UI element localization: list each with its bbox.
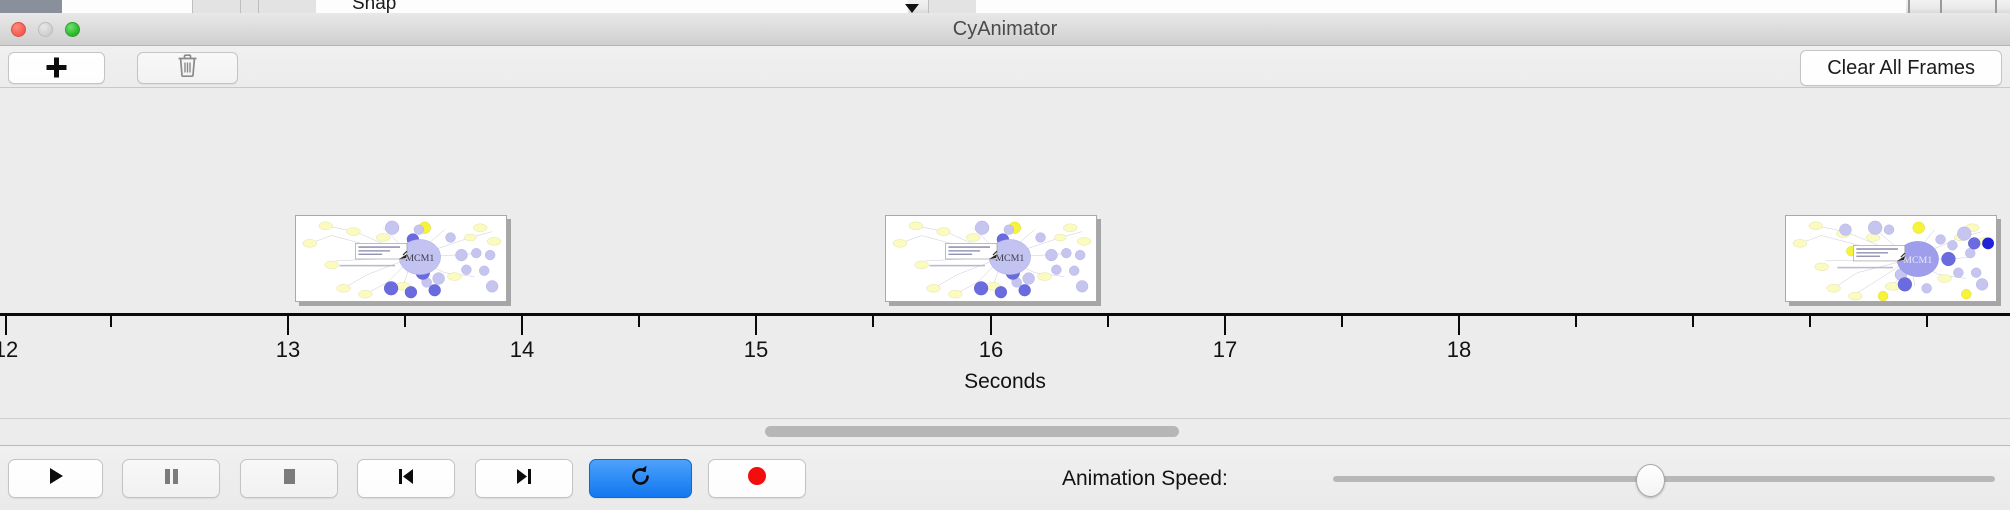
axis-label-16: 16 — [978, 337, 1004, 362]
play-icon — [45, 465, 67, 492]
axis-label-12: 12 — [0, 337, 19, 362]
axis-tick-14 — [521, 316, 523, 335]
axis-tick-18 — [1458, 316, 1460, 335]
axis-minor-tick-16-5 — [1107, 316, 1109, 327]
horizontal-scrollbar[interactable] — [0, 418, 2010, 445]
delete-frame-button[interactable] — [137, 52, 238, 84]
background-cursor-icon — [905, 4, 919, 13]
frame-thumbnail-2[interactable]: MCM1 — [885, 215, 1097, 302]
window-controls — [11, 22, 80, 37]
axis-minor-tick-18-5 — [1575, 316, 1577, 327]
axis-minor-tick-20 — [1926, 316, 1928, 327]
playback-control-bar: Animation Speed: — [0, 445, 2010, 510]
slider-thumb[interactable] — [1636, 464, 1665, 497]
zoom-button[interactable] — [65, 22, 80, 37]
axis-tick-15 — [755, 316, 757, 335]
clear-all-frames-button[interactable]: Clear All Frames — [1800, 50, 2002, 86]
axis-minor-tick-12-5 — [110, 316, 112, 327]
background-divider-a — [1908, 0, 1910, 13]
background-panel-a — [62, 0, 192, 13]
animation-speed-slider[interactable] — [1333, 464, 1995, 497]
background-panel-d — [258, 0, 318, 13]
background-divider-c — [1995, 0, 1997, 13]
timeline-axis — [0, 313, 2010, 316]
stop-button[interactable] — [240, 459, 338, 498]
svg-text:MCM1: MCM1 — [995, 253, 1024, 264]
frame-toolbar: Clear All Frames — [0, 46, 2010, 88]
background-window-strip: Shape — [0, 0, 2010, 13]
background-panel-h — [976, 0, 1906, 13]
svg-text:MCM1: MCM1 — [1903, 255, 1932, 266]
record-icon — [746, 465, 768, 492]
horizontal-scrollbar-thumb[interactable] — [765, 426, 1179, 437]
axis-minor-tick-15-5 — [872, 316, 874, 327]
axis-minor-tick-17-5 — [1341, 316, 1343, 327]
stop-icon — [278, 465, 300, 492]
axis-label-14: 14 — [509, 337, 535, 362]
window-title: CyAnimator — [952, 18, 1058, 40]
skip-back-icon — [395, 465, 417, 492]
close-button[interactable] — [11, 22, 26, 37]
loop-icon — [628, 464, 653, 494]
axis-minor-tick-14-5 — [638, 316, 640, 327]
axis-title: Seconds — [964, 370, 1046, 393]
skip-to-start-button[interactable] — [357, 459, 455, 498]
skip-to-end-button[interactable] — [475, 459, 573, 498]
loop-button[interactable] — [589, 459, 692, 498]
axis-label-13: 13 — [275, 337, 301, 362]
trash-icon — [176, 53, 199, 83]
axis-tick-16 — [990, 316, 992, 335]
background-window-label: Shape — [352, 0, 407, 13]
background-divider-b — [1940, 0, 1942, 13]
axis-label-17: 17 — [1212, 337, 1238, 362]
add-frame-button[interactable] — [8, 52, 105, 84]
record-button[interactable] — [708, 459, 806, 498]
background-panel-g — [928, 0, 978, 13]
svg-text:MCM1: MCM1 — [405, 253, 434, 264]
axis-tick-12 — [5, 316, 7, 335]
background-panel-c — [240, 0, 260, 13]
plus-icon — [44, 55, 69, 80]
pause-icon — [160, 465, 182, 492]
pause-button[interactable] — [122, 459, 220, 498]
timeline-content: MCM1 — [0, 88, 2010, 418]
axis-tick-13 — [287, 316, 289, 335]
axis-minor-tick-13-5 — [404, 316, 406, 327]
axis-tick-17 — [1224, 316, 1226, 335]
background-sidebar — [0, 0, 62, 13]
timeline-panel[interactable]: MCM1 — [0, 88, 2010, 418]
title-bar[interactable]: CyAnimator — [0, 13, 2010, 46]
background-panel-e — [316, 0, 396, 13]
axis-label-18: 18 — [1446, 337, 1472, 362]
axis-label-15: 15 — [743, 337, 769, 362]
frame-thumbnail-1[interactable]: MCM1 — [295, 215, 507, 302]
skip-forward-icon — [513, 465, 535, 492]
play-button[interactable] — [8, 459, 103, 498]
axis-minor-tick-19-5 — [1809, 316, 1811, 327]
axis-minor-tick-19 — [1692, 316, 1694, 327]
minimize-button[interactable] — [38, 22, 53, 37]
background-panel-f — [396, 0, 908, 13]
animation-speed-label: Animation Speed: — [1062, 467, 1228, 490]
background-panel-b — [192, 0, 242, 13]
frame-thumbnail-3[interactable]: MCM1 — [1785, 215, 1997, 302]
